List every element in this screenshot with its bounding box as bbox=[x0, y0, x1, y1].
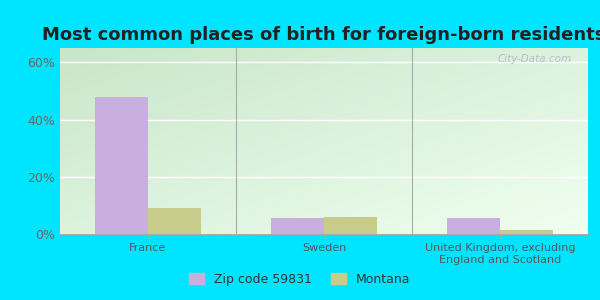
Title: Most common places of birth for foreign-born residents: Most common places of birth for foreign-… bbox=[43, 26, 600, 44]
Bar bbox=[148, 208, 201, 234]
Bar bbox=[324, 218, 377, 234]
Text: City-Data.com: City-Data.com bbox=[498, 54, 572, 64]
Bar bbox=[95, 97, 148, 234]
Bar bbox=[447, 218, 500, 234]
Legend: Zip code 59831, Montana: Zip code 59831, Montana bbox=[184, 268, 416, 291]
Bar bbox=[271, 218, 324, 234]
Bar bbox=[500, 230, 553, 234]
